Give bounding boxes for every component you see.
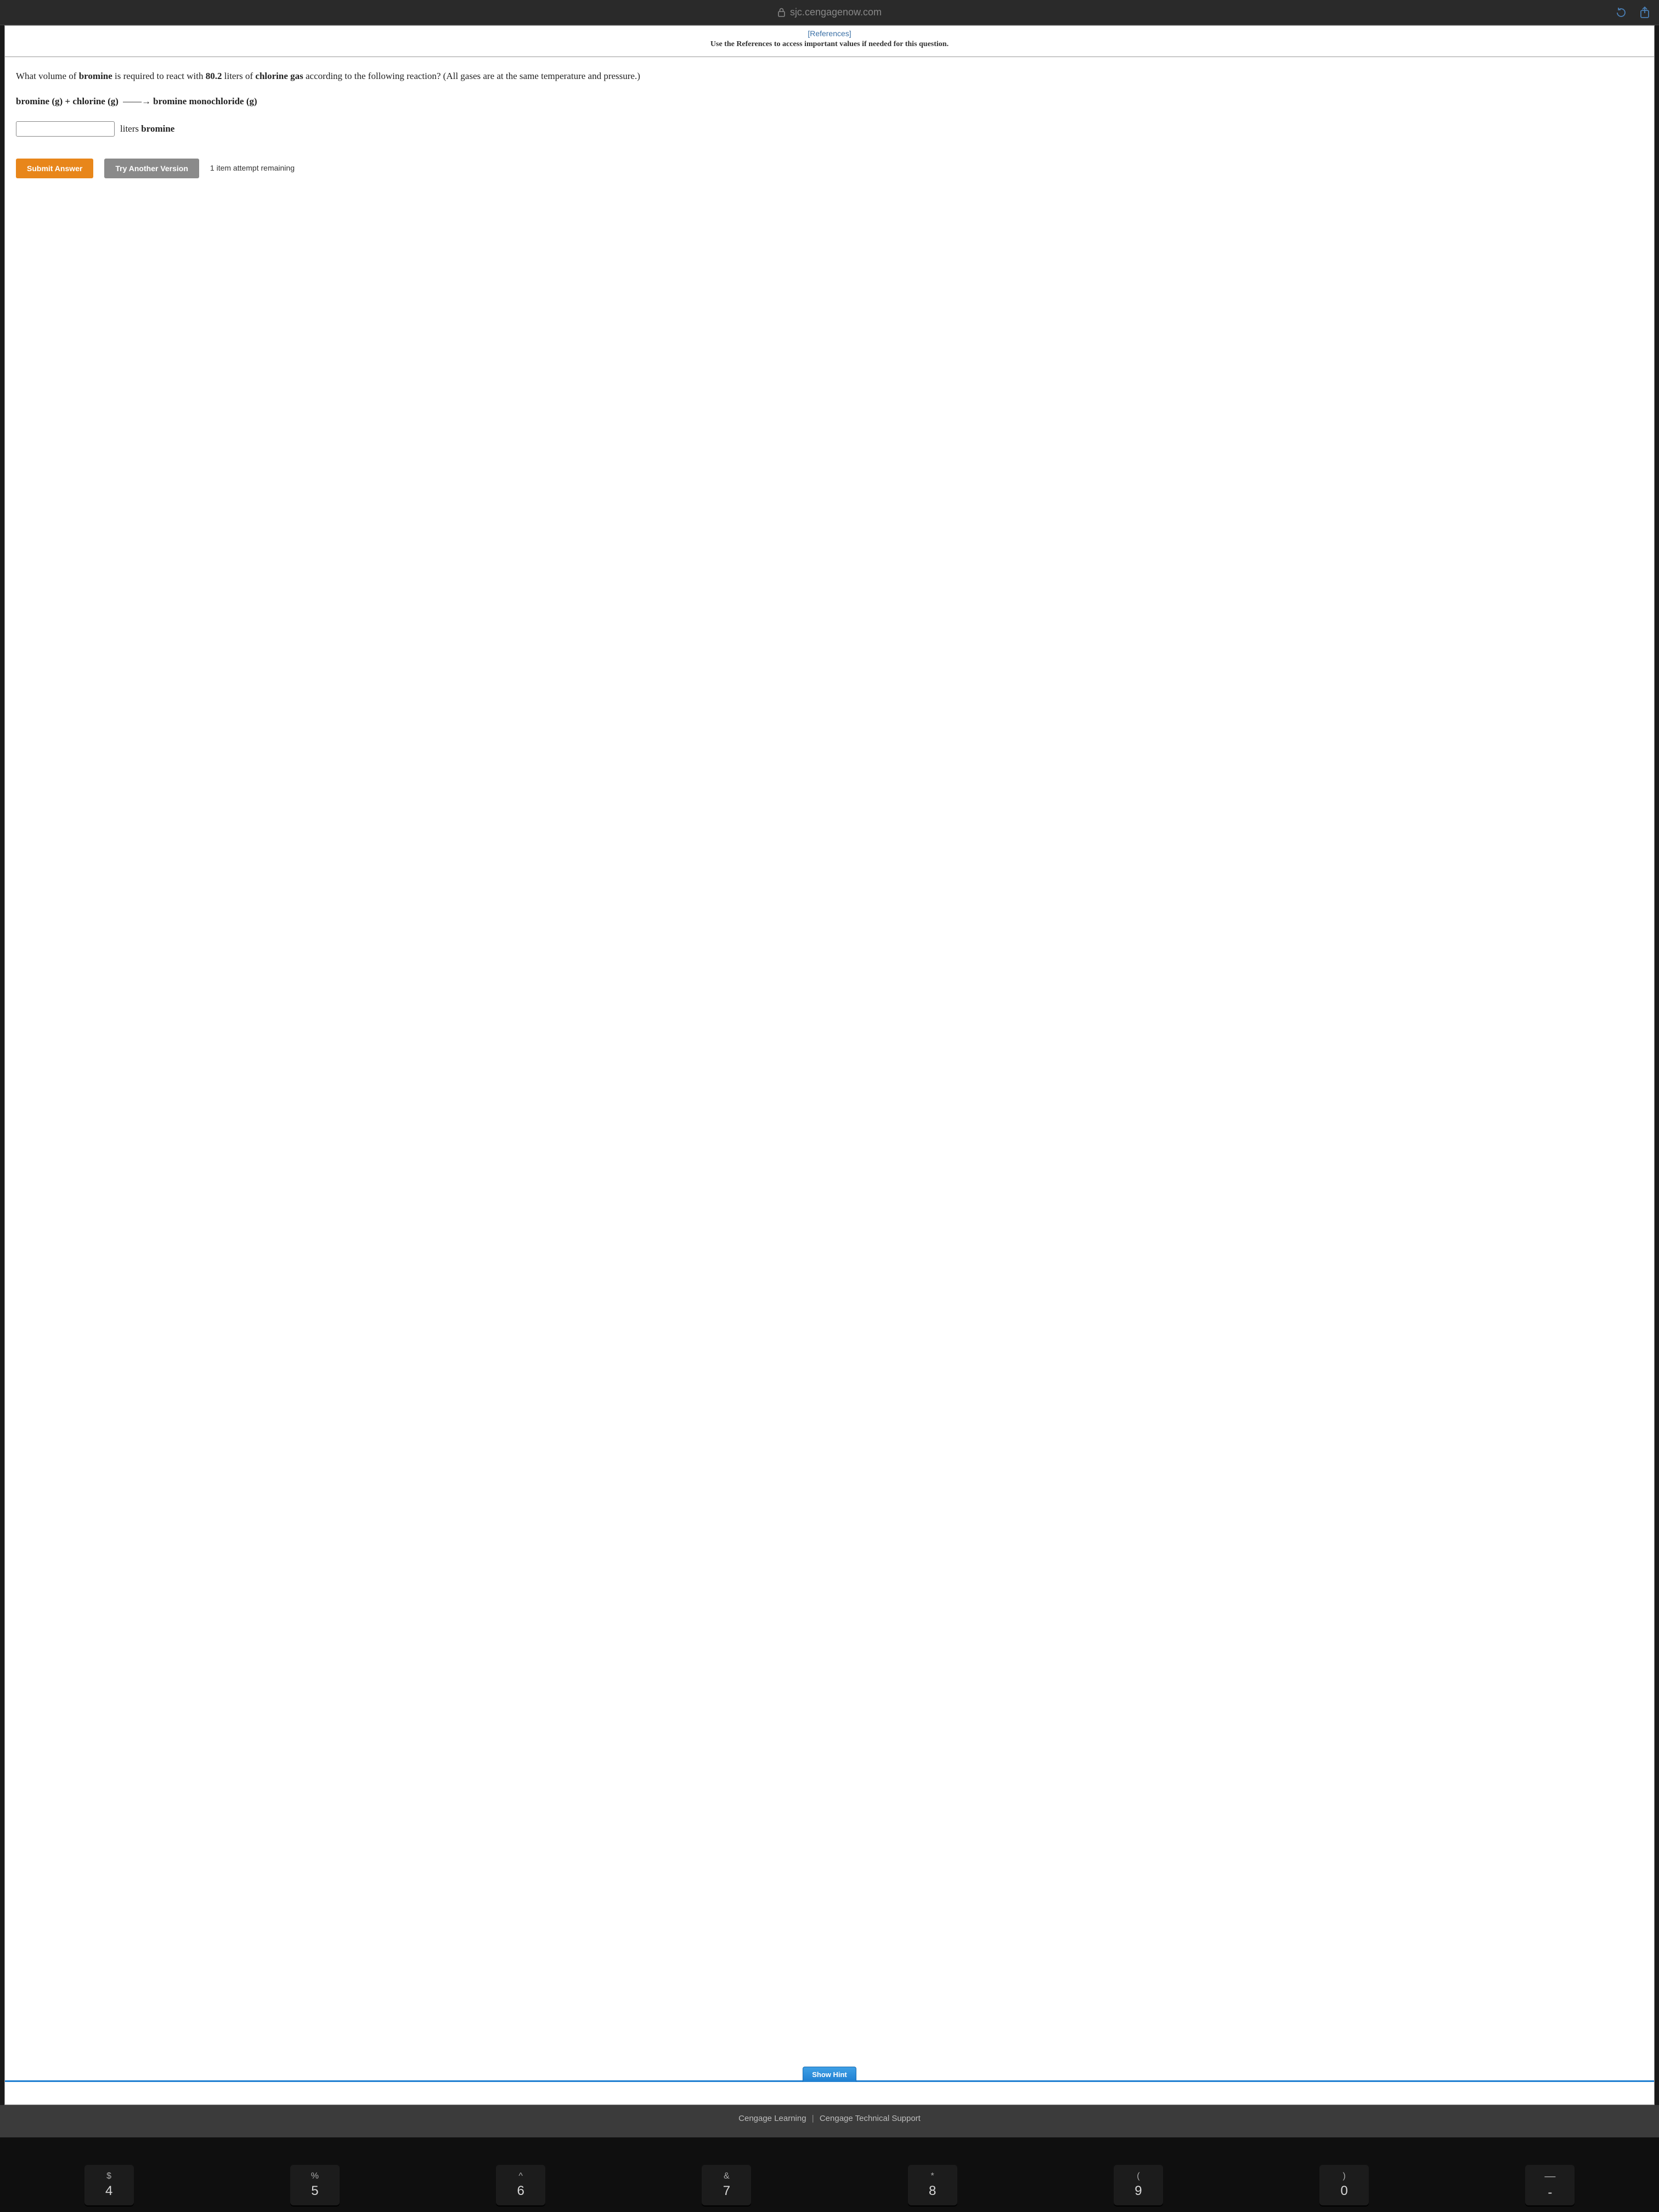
unit-bold: bromine <box>141 123 174 134</box>
q-bold: chlorine gas <box>255 71 303 81</box>
unit-pre: liters <box>120 123 141 134</box>
try-another-button[interactable]: Try Another Version <box>104 159 199 178</box>
question-area: What volume of bromine is required to re… <box>5 57 1654 2080</box>
q-bold: bromine <box>79 71 112 81</box>
references-link[interactable]: [References] <box>808 29 851 38</box>
answer-input[interactable] <box>16 121 115 137</box>
q-bold: 80.2 <box>206 71 222 81</box>
submit-button[interactable]: Submit Answer <box>16 159 93 178</box>
key-8[interactable]: *8 <box>908 2165 957 2205</box>
lock-icon <box>777 8 786 17</box>
equation-arrow: ——→ <box>121 96 153 106</box>
key-0[interactable]: )0 <box>1319 2165 1369 2205</box>
question-text: What volume of bromine is required to re… <box>16 69 1643 83</box>
action-row: Submit Answer Try Another Version 1 item… <box>16 159 1643 178</box>
keyboard-row: $4 %5 ^6 &7 *8 (9 )0 —- <box>0 2137 1659 2212</box>
answer-unit: liters bromine <box>120 122 174 136</box>
share-icon[interactable] <box>1639 6 1650 19</box>
url-area: sjc.cengagenow.com <box>777 7 882 18</box>
browser-actions <box>1615 6 1650 19</box>
attempts-remaining: 1 item attempt remaining <box>210 162 295 174</box>
reload-icon[interactable] <box>1615 7 1627 19</box>
key-6[interactable]: ^6 <box>496 2165 545 2205</box>
bottom-bar: Show Hint <box>5 2080 1654 2104</box>
key-7[interactable]: &7 <box>702 2165 751 2205</box>
url-text[interactable]: sjc.cengagenow.com <box>790 7 882 18</box>
references-bar: [References] <box>5 26 1654 40</box>
references-hint: Use the References to access important v… <box>5 40 1654 57</box>
key-dash[interactable]: —- <box>1525 2165 1575 2205</box>
q-part: What volume of <box>16 71 79 81</box>
footer-right[interactable]: Cengage Technical Support <box>820 2114 921 2123</box>
footer-left[interactable]: Cengage Learning <box>738 2114 806 2123</box>
show-hint-button[interactable]: Show Hint <box>803 2067 856 2082</box>
q-part: liters of <box>222 71 256 81</box>
key-5[interactable]: %5 <box>290 2165 340 2205</box>
browser-address-bar: sjc.cengagenow.com <box>0 0 1659 25</box>
q-part: is required to react with <box>112 71 206 81</box>
reaction-equation: bromine (g) + chlorine (g) ——→bromine mo… <box>16 94 1643 109</box>
key-4[interactable]: $4 <box>84 2165 134 2205</box>
equation-lhs: bromine (g) + chlorine (g) <box>16 96 119 106</box>
key-9[interactable]: (9 <box>1114 2165 1163 2205</box>
footer: Cengage Learning | Cengage Technical Sup… <box>0 2105 1659 2137</box>
footer-divider: | <box>809 2114 817 2123</box>
equation-rhs: bromine monochloride (g) <box>153 96 257 106</box>
q-part: according to the following reaction? (Al… <box>303 71 640 81</box>
content-frame: [References] Use the References to acces… <box>4 25 1655 2105</box>
answer-row: liters bromine <box>16 121 1643 137</box>
